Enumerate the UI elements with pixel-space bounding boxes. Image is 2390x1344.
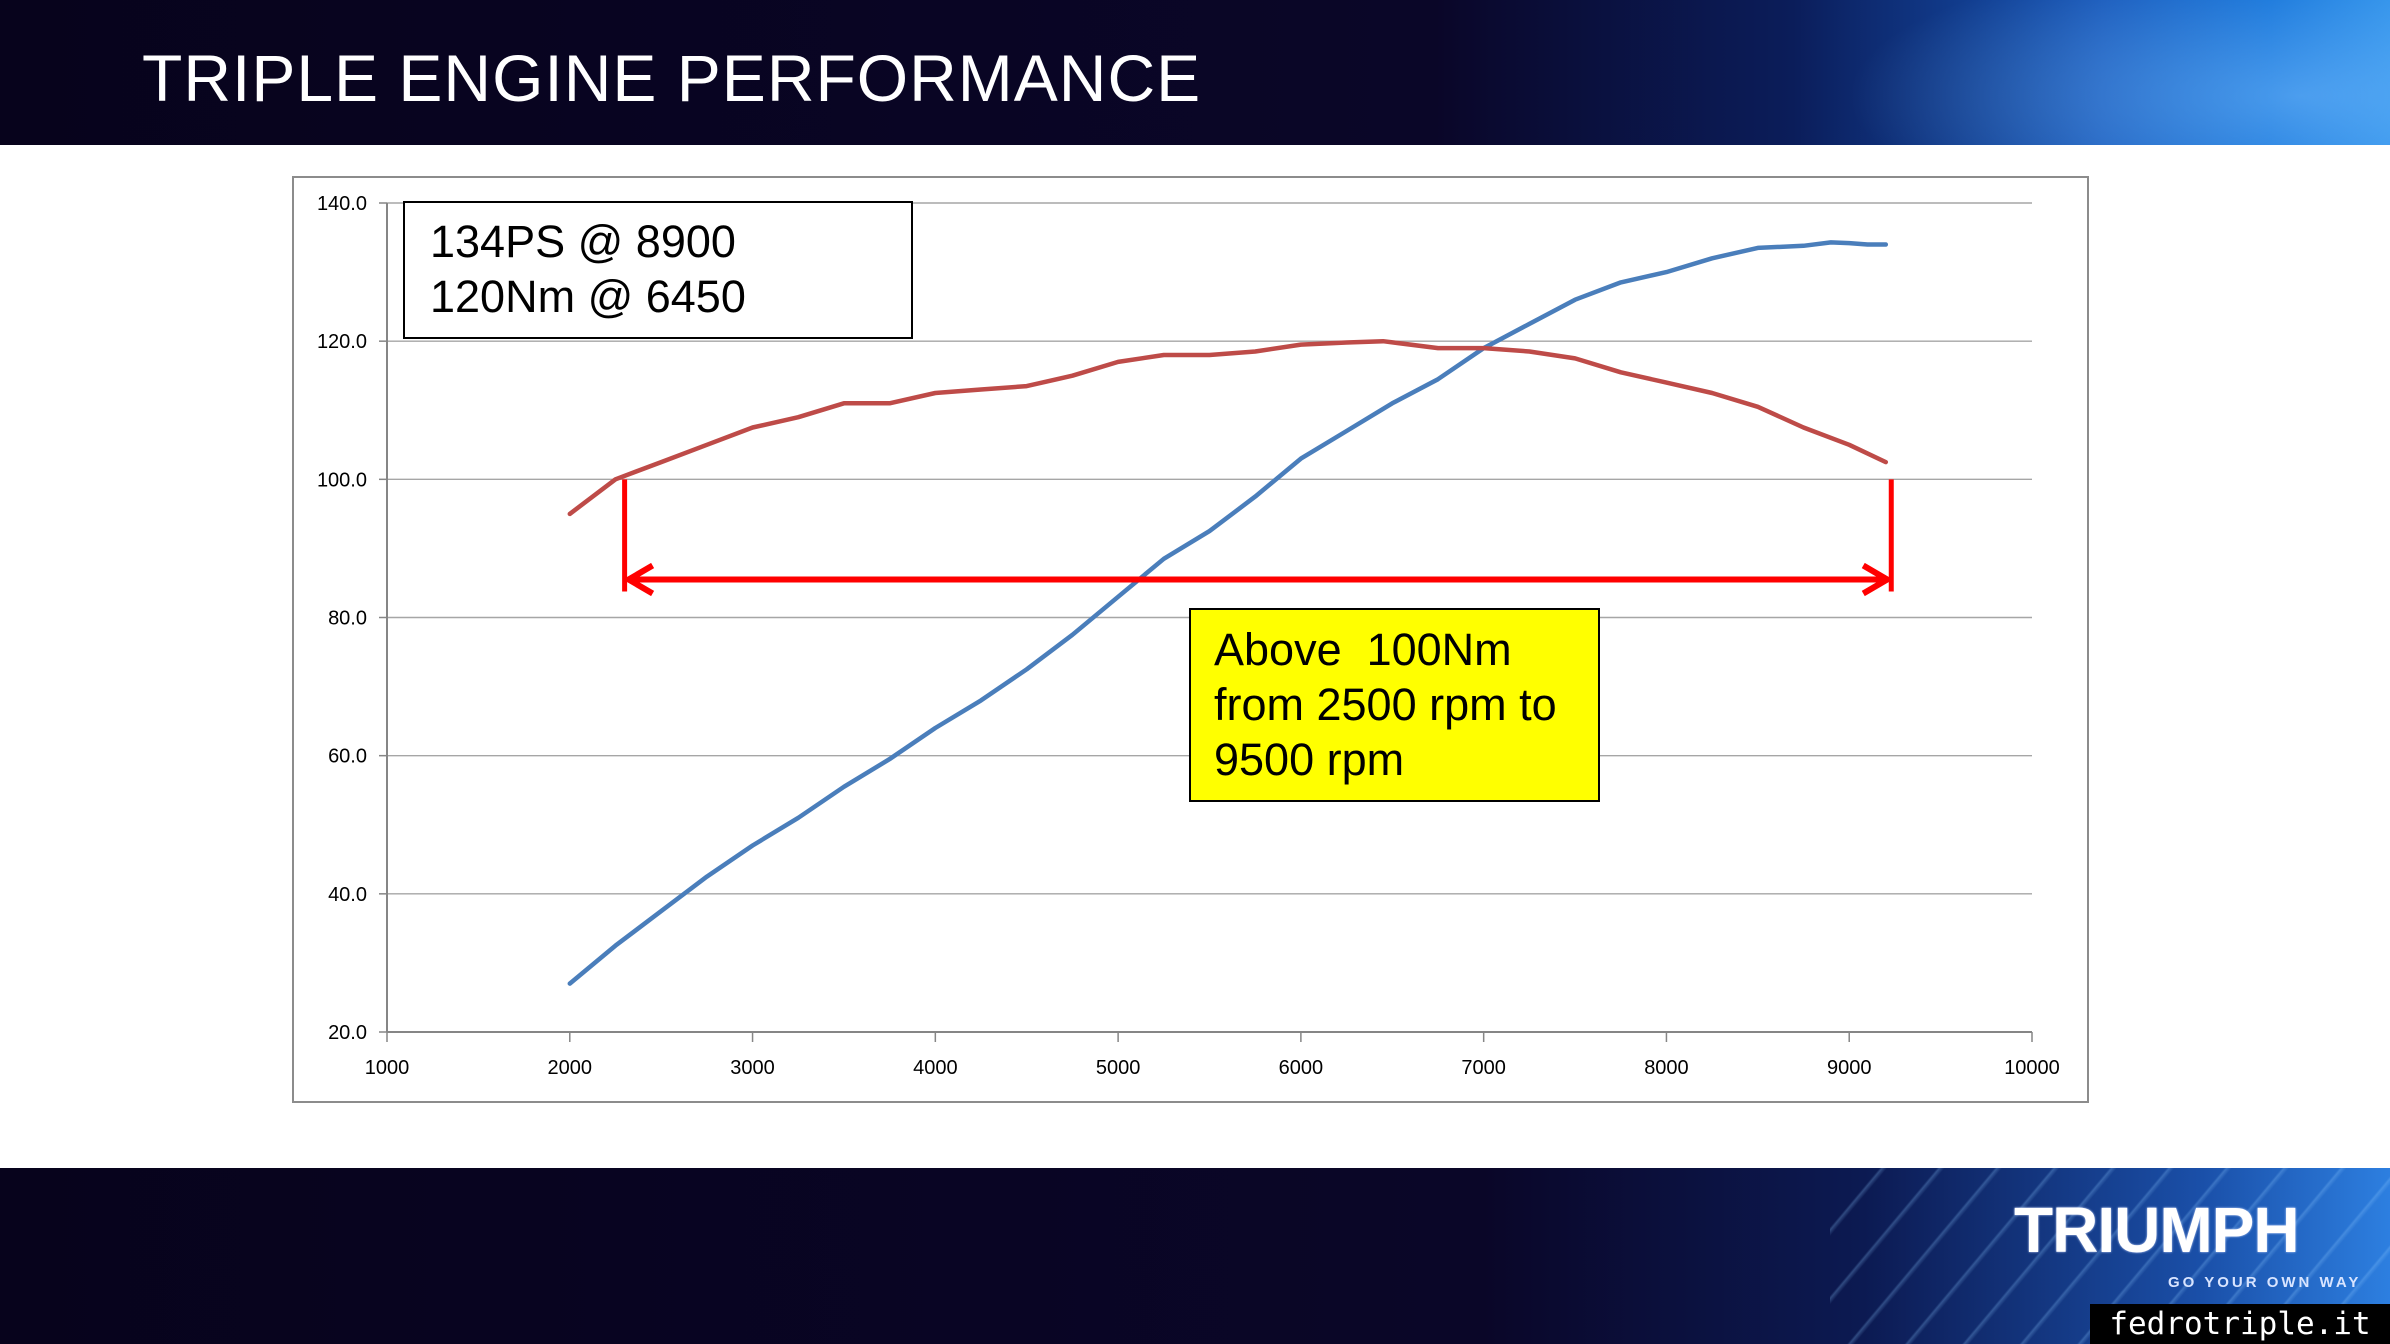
brand-tagline: GO YOUR OWN WAY xyxy=(2168,1274,2362,1291)
y-tick-label: 120.0 xyxy=(317,331,367,353)
header-swoosh-decoration xyxy=(1810,0,2390,145)
x-tick-label: 6000 xyxy=(1279,1057,1324,1079)
y-tick-label: 60.0 xyxy=(328,746,367,768)
x-tick-label: 10000 xyxy=(2004,1057,2060,1079)
range-callout-line: from 2500 rpm to xyxy=(1214,679,1557,730)
x-tick-label: 9000 xyxy=(1827,1057,1872,1079)
power-series-line xyxy=(567,240,1889,986)
x-tick-label: 7000 xyxy=(1461,1057,1506,1079)
title-bar: TRIPLE ENGINE PERFORMANCE xyxy=(0,0,2390,145)
peak-values-box xyxy=(403,201,913,339)
y-tick-label: 80.0 xyxy=(328,608,367,630)
x-tick-label: 2000 xyxy=(548,1057,593,1079)
peak-values-line: 134PS @ 8900 xyxy=(430,216,736,267)
range-callout-line: 9500 rpm xyxy=(1214,734,1404,785)
torque-series-line xyxy=(567,338,1889,517)
y-tick-label: 100.0 xyxy=(317,469,367,491)
range-arrow-left-head xyxy=(622,562,655,597)
range-callout-box xyxy=(1189,608,1600,802)
page-title: TRIPLE ENGINE PERFORMANCE xyxy=(142,41,1202,115)
watermark-label: fedrotriple.it xyxy=(2090,1304,2390,1344)
range-arrow-right-head xyxy=(1861,562,1894,597)
triumph-logo: TRIUMPH xyxy=(2014,1194,2300,1266)
x-tick-label: 5000 xyxy=(1096,1057,1141,1079)
y-tick-label: 40.0 xyxy=(328,884,367,906)
x-tick-label: 1000 xyxy=(365,1057,410,1079)
y-tick-label: 20.0 xyxy=(328,1022,367,1044)
x-tick-label: 3000 xyxy=(730,1057,775,1079)
x-tick-label: 4000 xyxy=(913,1057,958,1079)
range-callout-line: Above 100Nm xyxy=(1214,624,1512,675)
x-tick-label: 8000 xyxy=(1644,1057,1689,1079)
peak-values-line: 120Nm @ 6450 xyxy=(430,271,746,322)
y-tick-label: 140.0 xyxy=(317,193,367,215)
